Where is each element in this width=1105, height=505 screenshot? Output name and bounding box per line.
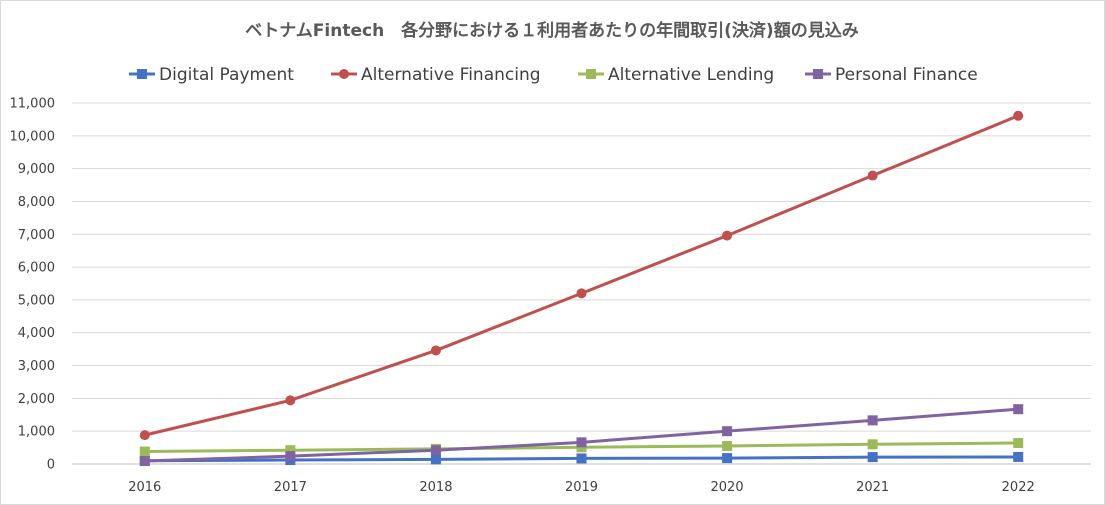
series-layer xyxy=(139,110,1024,467)
data-point xyxy=(722,453,733,464)
data-point xyxy=(430,345,441,356)
data-point xyxy=(1013,437,1024,448)
data-point xyxy=(576,437,587,448)
y-tick-label: 2,000 xyxy=(18,392,55,407)
data-point xyxy=(1013,451,1024,462)
legend-marker xyxy=(586,69,596,79)
data-point xyxy=(285,395,296,406)
legend-marker xyxy=(339,69,349,79)
data-point xyxy=(430,454,441,465)
legend-item: Personal Finance xyxy=(805,65,978,85)
y-tick-label: 10,000 xyxy=(10,129,56,144)
legend-item: Digital Payment xyxy=(129,65,294,85)
data-point xyxy=(867,415,878,426)
legend-item: Alternative Lending xyxy=(578,65,774,85)
data-point xyxy=(139,430,150,441)
y-tick-label: 9,000 xyxy=(18,162,55,177)
x-tick-label: 2017 xyxy=(274,480,307,495)
gridlines xyxy=(72,102,1091,465)
y-tick-label: 5,000 xyxy=(18,293,55,308)
legend-marker xyxy=(137,69,147,79)
y-tick-label: 8,000 xyxy=(18,195,55,210)
y-tick-label: 0 xyxy=(47,458,55,473)
legend-label: Alternative Financing xyxy=(361,65,541,85)
data-point xyxy=(139,446,150,457)
y-tick-label: 7,000 xyxy=(18,228,55,243)
x-tick-label: 2020 xyxy=(711,480,744,495)
series-alternative-financing xyxy=(139,110,1024,441)
legend-label: Alternative Lending xyxy=(608,65,774,85)
legend-label: Personal Finance xyxy=(835,65,978,85)
x-tick-label: 2018 xyxy=(419,480,452,495)
data-point xyxy=(867,439,878,450)
y-tick-label: 6,000 xyxy=(18,261,55,276)
data-point xyxy=(576,453,587,464)
y-tick-label: 3,000 xyxy=(18,359,55,374)
x-tick-label: 2021 xyxy=(856,480,889,495)
y-tick-label: 11,000 xyxy=(10,97,56,112)
y-axis-tick-labels: 0 1,000 2,000 3,000 4,000 5,000 6,000 7,000 8,00… xyxy=(10,97,56,473)
series-line xyxy=(143,114,1020,437)
data-point xyxy=(285,445,296,456)
x-tick-label: 2019 xyxy=(565,480,598,495)
x-axis-tick-labels: 2016 2017 2018 2019 2020 2021 2022 xyxy=(128,480,1035,495)
data-point xyxy=(1013,110,1024,121)
legend: Digital Payment Alternative Financing Alte… xyxy=(129,65,978,85)
data-point xyxy=(576,288,587,299)
series-personal-finance xyxy=(139,404,1024,467)
data-point xyxy=(430,445,441,456)
legend-label: Digital Payment xyxy=(159,65,294,85)
data-point xyxy=(139,456,150,467)
data-point xyxy=(722,230,733,241)
series-line xyxy=(143,407,1020,463)
legend-marker xyxy=(813,69,823,79)
data-point xyxy=(867,170,878,181)
y-tick-label: 1,000 xyxy=(18,425,55,440)
chart-title: ベトナムFintech 各分野における１利用者あたりの年間取引(決済)額の見込み xyxy=(245,20,858,41)
data-point xyxy=(1013,404,1024,415)
data-point xyxy=(722,426,733,437)
x-tick-label: 2016 xyxy=(128,480,161,495)
legend-item: Alternative Financing xyxy=(331,65,541,85)
data-point xyxy=(722,440,733,451)
x-tick-label: 2022 xyxy=(1002,480,1035,495)
data-point xyxy=(285,451,296,462)
data-point xyxy=(867,452,878,463)
y-tick-label: 4,000 xyxy=(18,326,55,341)
